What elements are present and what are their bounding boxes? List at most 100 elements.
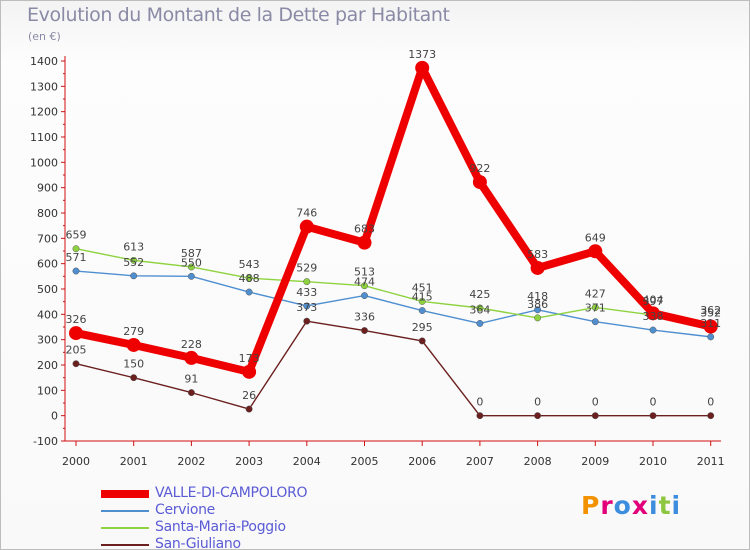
data-label: 425 xyxy=(469,288,490,301)
data-label: 371 xyxy=(585,302,606,315)
logo-letter: o xyxy=(613,491,632,520)
data-point xyxy=(588,244,603,259)
data-label: 543 xyxy=(239,258,260,271)
data-point xyxy=(187,263,195,271)
data-point xyxy=(591,318,599,326)
data-label: 228 xyxy=(181,338,202,351)
data-label: 295 xyxy=(412,321,433,334)
data-label: 513 xyxy=(354,266,375,279)
data-point xyxy=(357,235,372,250)
legend-item: Cervione xyxy=(101,502,361,519)
data-point xyxy=(418,307,426,314)
data-point xyxy=(187,389,195,397)
y-tick-label: 100 xyxy=(37,384,58,397)
data-label: 418 xyxy=(527,290,548,303)
data-point xyxy=(126,337,141,352)
data-label: 433 xyxy=(296,286,317,299)
y-tick-label: 900 xyxy=(37,182,58,195)
data-label: 451 xyxy=(412,281,433,294)
data-label: 326 xyxy=(66,313,87,326)
data-point xyxy=(303,317,311,325)
x-tick-label: 2001 xyxy=(120,455,148,468)
y-tick-label: 200 xyxy=(37,359,58,372)
x-tick-label: 2008 xyxy=(524,455,552,468)
data-label: 571 xyxy=(66,251,87,264)
data-point xyxy=(472,175,487,190)
series-line xyxy=(72,63,715,376)
data-point xyxy=(130,256,138,264)
data-point xyxy=(534,412,542,420)
y-tick-label: -100 xyxy=(33,435,58,448)
data-label: 173 xyxy=(239,352,260,365)
data-label: 1373 xyxy=(408,48,436,61)
chart-subtitle: (en €) xyxy=(28,30,61,43)
data-label: 91 xyxy=(184,373,198,386)
data-label: 529 xyxy=(296,262,317,275)
y-tick-label: 400 xyxy=(37,308,58,321)
data-point xyxy=(130,272,138,280)
data-label: 415 xyxy=(412,291,433,304)
data-point xyxy=(476,412,484,420)
legend-label: Santa-Maria-Poggio xyxy=(155,519,286,535)
logo-letter: P xyxy=(581,491,601,520)
data-point xyxy=(72,360,80,368)
legend-label: VALLE-DI-CAMPOLORO xyxy=(155,485,308,501)
x-tick-label: 2000 xyxy=(62,455,90,468)
y-tick-label: 300 xyxy=(37,334,58,347)
y-tick-label: 600 xyxy=(37,258,58,271)
data-label: 0 xyxy=(476,396,483,409)
data-label: 552 xyxy=(123,256,144,269)
y-tick-label: 0 xyxy=(51,410,58,423)
data-point xyxy=(184,350,199,365)
data-point xyxy=(534,306,542,314)
data-point xyxy=(303,278,311,286)
data-point xyxy=(361,292,368,300)
legend-swatch xyxy=(101,543,149,546)
data-label: 364 xyxy=(469,303,490,316)
x-tick-label: 2010 xyxy=(639,455,667,468)
data-label: 386 xyxy=(527,298,548,311)
data-point xyxy=(361,327,368,334)
data-label: 352 xyxy=(700,306,721,319)
data-label: 922 xyxy=(469,162,490,175)
data-label: 279 xyxy=(123,325,144,338)
y-tick-label: 1100 xyxy=(30,131,58,144)
data-point xyxy=(72,267,80,275)
data-point xyxy=(245,405,253,413)
data-label: 613 xyxy=(123,240,144,253)
data-point xyxy=(649,326,657,334)
y-tick-label: 500 xyxy=(37,283,58,296)
data-point xyxy=(130,374,138,382)
legend-label: Cervione xyxy=(155,502,215,518)
data-label: 746 xyxy=(296,207,317,220)
chart-legend: VALLE-DI-CAMPOLORO Cervione Santa-Maria-Po… xyxy=(101,485,361,549)
data-point xyxy=(418,297,426,305)
data-label: 0 xyxy=(650,396,657,409)
x-tick-label: 2004 xyxy=(293,455,321,468)
data-point xyxy=(242,364,257,379)
y-tick-label: 800 xyxy=(37,207,58,220)
logo-letter: x xyxy=(631,491,649,520)
data-label: 649 xyxy=(585,231,606,244)
logo-letter: i xyxy=(649,491,659,520)
data-label: 336 xyxy=(354,311,375,324)
data-label: 404 xyxy=(643,293,664,306)
data-point xyxy=(299,219,314,234)
data-label: 474 xyxy=(354,276,375,289)
data-label: 311 xyxy=(700,317,721,330)
chart-plot: -100010020030040050060070080090010001100… xyxy=(30,48,725,468)
data-label: 397 xyxy=(643,295,664,308)
data-label: 205 xyxy=(66,344,87,357)
legend-swatch xyxy=(101,509,149,512)
data-point xyxy=(72,245,80,253)
y-tick-label: 1000 xyxy=(30,156,58,169)
data-point xyxy=(245,288,253,296)
series-line xyxy=(75,320,712,417)
x-tick-label: 2007 xyxy=(466,455,494,468)
legend-swatch xyxy=(101,489,149,498)
x-tick-label: 2009 xyxy=(581,455,609,468)
series-line xyxy=(75,248,712,325)
data-point xyxy=(703,319,718,334)
y-tick-label: 1200 xyxy=(30,106,58,119)
